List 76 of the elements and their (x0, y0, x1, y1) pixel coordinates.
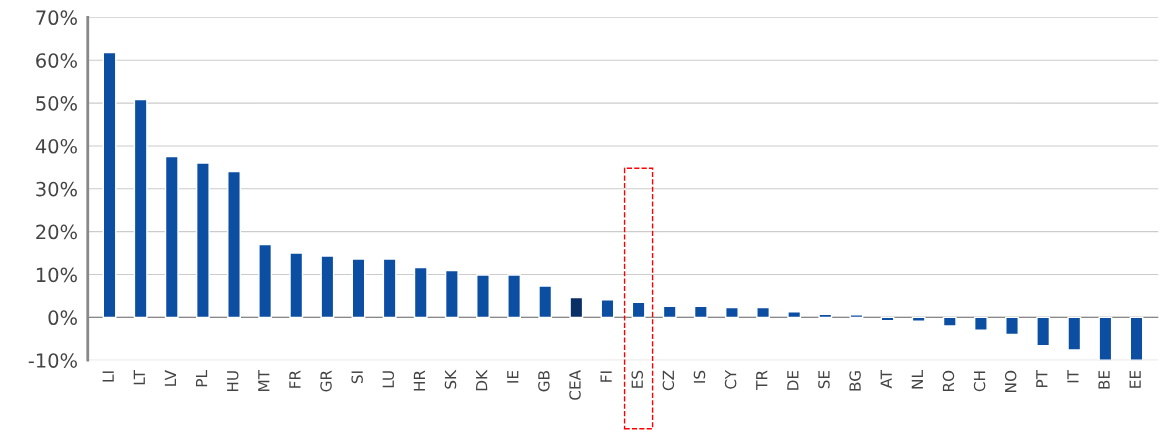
bar (227, 170, 241, 319)
bar (569, 296, 584, 319)
x-tick-label: CZ (662, 370, 675, 391)
y-tick-label: 30% (36, 181, 77, 197)
y-tick-label: 10% (36, 267, 77, 283)
x-tick-label: ES (631, 370, 644, 388)
bar (942, 316, 957, 327)
bar (662, 305, 677, 319)
bar (818, 313, 833, 319)
y-tick-label: 40% (35, 138, 77, 154)
y-tick-label: 20% (36, 224, 77, 240)
bar (973, 316, 988, 331)
bar (1005, 316, 1019, 336)
bar (507, 274, 522, 319)
bar (1036, 316, 1051, 347)
bar (476, 274, 490, 319)
bar (538, 285, 553, 319)
x-tick-label: NO (1004, 370, 1017, 392)
x-tick-label: CY (724, 369, 737, 389)
bar (164, 155, 179, 319)
x-tick-label: GB (538, 371, 550, 392)
x-tick-label: SI (351, 371, 363, 384)
bar (102, 51, 117, 319)
x-tick-label: FI (600, 371, 612, 382)
x-tick-label: BG (849, 371, 861, 391)
bar (1067, 316, 1082, 351)
x-tick-label: GR (320, 370, 332, 392)
bar (1098, 316, 1113, 361)
x-tick-label: HR (413, 370, 425, 391)
bar (911, 316, 926, 322)
x-tick-label: LI (102, 371, 114, 382)
y-tick-label: 50% (36, 96, 77, 111)
x-tick-label: TR (756, 370, 768, 390)
bar (258, 243, 273, 319)
bar (631, 301, 646, 319)
bar (725, 306, 739, 319)
x-tick-label: IT (1067, 369, 1079, 383)
x-tick-label: LU (382, 371, 395, 388)
y-tick-label: 70% (36, 10, 77, 26)
x-tick-label: AT (880, 369, 892, 389)
x-tick-label: NL (911, 370, 923, 389)
bar (289, 252, 304, 319)
x-tick-label: LV (164, 370, 176, 386)
bar (444, 269, 459, 319)
bar (787, 311, 802, 319)
x-tick-label: PT (1036, 369, 1048, 387)
bar (1129, 316, 1144, 361)
x-tick-label: BE (1098, 370, 1110, 389)
bar (756, 306, 770, 319)
y-tick-label: 60% (36, 53, 77, 68)
bar (693, 305, 708, 319)
x-tick-label: EE (1129, 370, 1141, 388)
x-tick-label: CH (973, 371, 986, 392)
x-tick-label: IE (507, 370, 519, 383)
bar (413, 266, 428, 319)
x-tick-label: SE (818, 370, 830, 389)
x-tick-label: SK (444, 369, 457, 389)
bar (382, 258, 397, 319)
bar (600, 299, 615, 319)
x-tick-label: HU (227, 371, 239, 392)
bar (133, 98, 148, 319)
bar (351, 258, 366, 319)
x-tick-label: RO (942, 370, 955, 392)
bar (320, 255, 335, 319)
x-tick-label: CEA (569, 370, 581, 400)
bar (849, 314, 864, 319)
x-tick-label: LT (133, 369, 145, 385)
x-tick-label: FR (289, 370, 301, 388)
x-tick-label: MT (258, 369, 270, 391)
y-tick-label: -10% (28, 353, 77, 368)
x-tick-label: DK (476, 369, 488, 391)
bar (195, 162, 210, 319)
y-tick-label: 0% (48, 310, 77, 326)
x-tick-label: IS (693, 370, 706, 383)
x-tick-label: DE (787, 370, 799, 390)
x-tick-label: PL (195, 370, 208, 387)
